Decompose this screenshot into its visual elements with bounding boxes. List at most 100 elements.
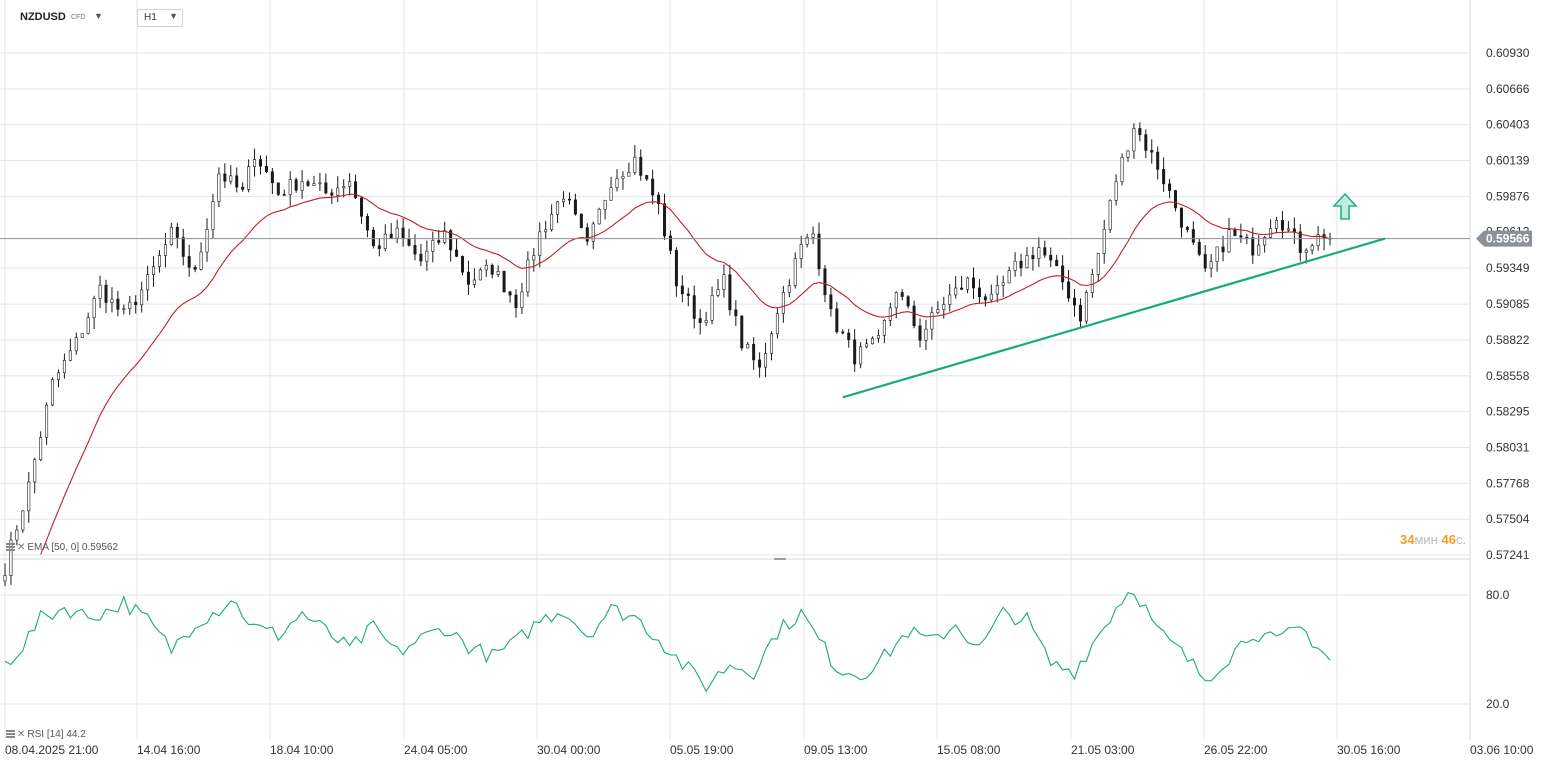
candle-body <box>1233 229 1237 237</box>
candle <box>9 531 13 586</box>
candle <box>591 221 595 250</box>
candle <box>1292 217 1296 245</box>
candle <box>276 182 280 197</box>
candle <box>668 230 672 255</box>
candle <box>449 229 453 262</box>
countdown-minutes-unit: мин <box>1414 532 1438 547</box>
candle <box>1310 243 1314 255</box>
rsi-legend: ✕ RSI [14] 44.2 <box>6 729 86 740</box>
close-x-icon[interactable]: ✕ <box>17 729 26 740</box>
candle-body <box>1197 242 1201 255</box>
candle-body <box>1156 151 1160 170</box>
candle-body <box>45 404 49 438</box>
candle <box>122 304 126 315</box>
menu-lines-icon[interactable] <box>6 730 15 738</box>
candle <box>1197 238 1201 257</box>
candle <box>722 264 726 298</box>
candle-body <box>538 231 542 256</box>
arrow-up-icon[interactable] <box>1332 192 1358 220</box>
candle-body <box>645 175 649 180</box>
candle-body <box>823 268 827 296</box>
candle-body <box>983 296 987 301</box>
candle <box>1144 129 1148 159</box>
candle <box>1067 269 1071 302</box>
candle-body <box>1001 282 1005 286</box>
candle <box>544 220 548 240</box>
candle-body <box>1257 244 1261 256</box>
candle-body <box>1263 237 1267 246</box>
candle-body <box>1298 231 1302 253</box>
candle-body <box>502 270 506 293</box>
close-x-icon[interactable]: ✕ <box>17 542 26 553</box>
candle <box>1322 228 1326 251</box>
candle-body <box>348 181 352 187</box>
candle-body <box>876 335 880 339</box>
candle <box>966 276 970 294</box>
candle-body <box>175 226 179 238</box>
candle-body <box>461 256 465 273</box>
menu-lines-icon[interactable] <box>6 543 15 551</box>
candle-body <box>360 197 364 217</box>
trendline[interactable] <box>842 237 1386 399</box>
last-price-value: 0.59566 <box>1486 232 1530 246</box>
candle <box>686 287 690 307</box>
candle-body <box>520 291 524 308</box>
candle-body <box>86 317 90 334</box>
candle-body <box>888 307 892 321</box>
candle-body <box>971 277 975 289</box>
candle <box>175 223 179 249</box>
candle-body <box>80 333 84 338</box>
candle <box>1150 139 1154 164</box>
candle <box>407 228 411 247</box>
time-tick-label: 30.04 00:00 <box>537 743 601 757</box>
candle-body <box>472 279 476 285</box>
time-tick-label: 21.05 03:00 <box>1071 743 1135 757</box>
candle-body <box>276 182 280 195</box>
candle <box>1096 252 1100 282</box>
candle <box>716 279 720 298</box>
candle-body <box>56 372 60 380</box>
candle-body <box>752 343 756 361</box>
rsi-axis: 80.0 20.0 <box>1486 588 1510 711</box>
candle-body <box>1049 254 1053 261</box>
price-tick-label: 0.60139 <box>1486 154 1530 168</box>
candle-body <box>336 187 340 196</box>
candle <box>1138 122 1142 142</box>
candle-body <box>1203 254 1207 269</box>
candle-body <box>1185 227 1189 230</box>
candle-body <box>425 251 429 262</box>
candle <box>556 201 560 224</box>
candle-body <box>27 481 31 512</box>
candle <box>579 213 583 229</box>
candle <box>567 192 571 205</box>
candle <box>312 175 316 186</box>
candle <box>918 318 922 348</box>
price-tick-label: 0.57768 <box>1486 476 1530 490</box>
candle <box>1156 146 1160 180</box>
candle <box>597 207 601 225</box>
candle <box>1227 218 1231 253</box>
candle-body <box>116 298 120 310</box>
candle <box>651 169 655 205</box>
candle-body <box>841 331 845 334</box>
candle <box>199 242 203 271</box>
candle-body <box>229 175 233 182</box>
ema-params: [50, 0] <box>51 542 80 553</box>
candle-body <box>146 274 150 291</box>
candle <box>62 353 66 379</box>
symbol-name[interactable]: NZDUSD <box>20 11 66 23</box>
symbol-dropdown-caret-icon[interactable]: ▼ <box>94 11 103 21</box>
candle-body <box>134 301 138 306</box>
timeframe-select[interactable]: H1 ▼ <box>137 9 183 27</box>
candle <box>1043 240 1047 258</box>
candle-body <box>550 213 554 230</box>
candle-body <box>1221 246 1225 253</box>
price-tick-label: 0.58558 <box>1486 369 1530 383</box>
candle-body <box>615 178 619 188</box>
candle <box>520 282 524 314</box>
candle <box>1126 150 1130 162</box>
candle <box>443 221 447 245</box>
candle-body <box>1215 246 1219 262</box>
candle-body <box>562 198 566 203</box>
